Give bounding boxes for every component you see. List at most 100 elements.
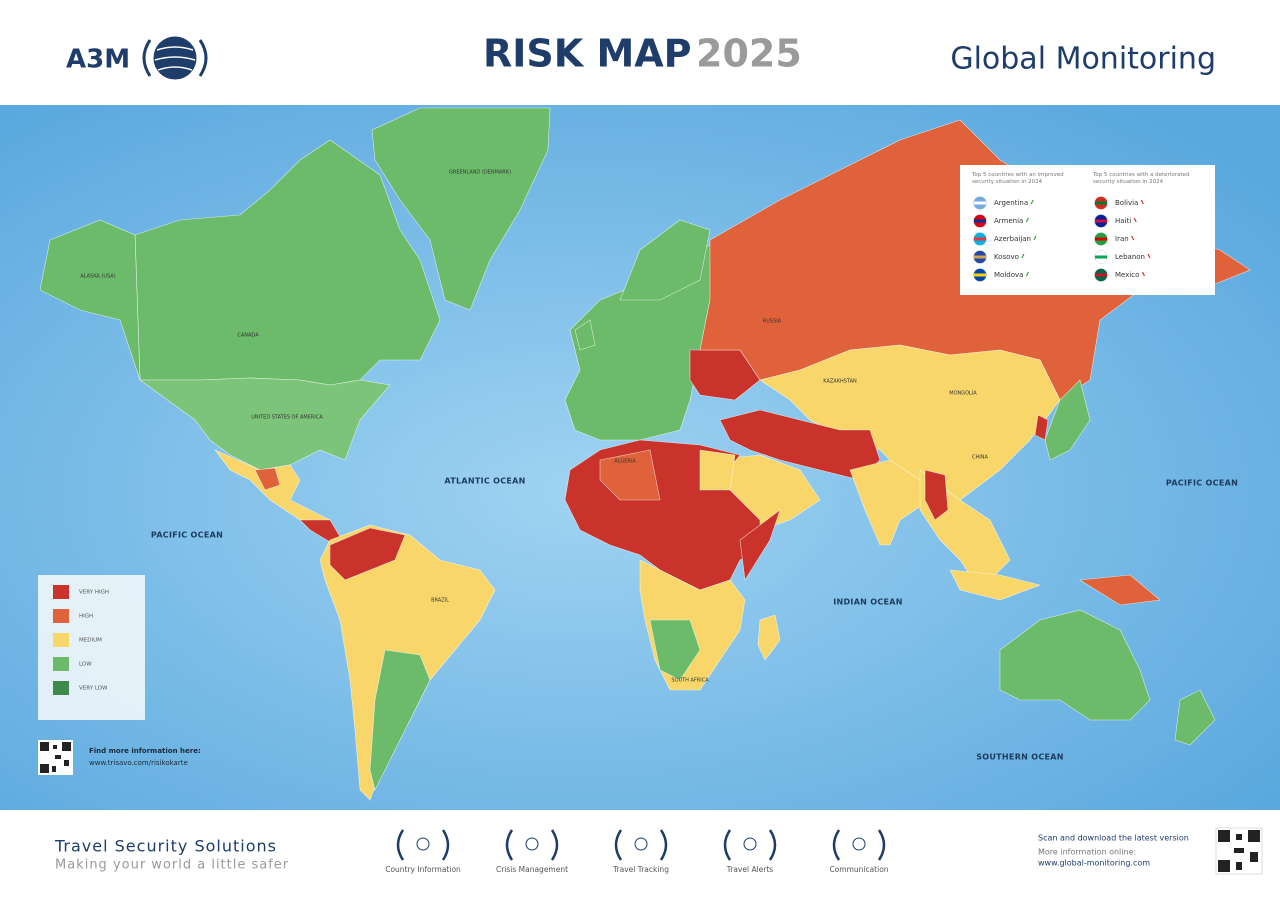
more-info-url: www.trisavo.com/risikokarte (89, 759, 188, 767)
service-bracket (396, 829, 450, 861)
service-bracket (614, 829, 668, 861)
trend-arrow (1025, 217, 1029, 223)
country-name: Lebanon (1115, 253, 1145, 261)
flag-stripe (974, 255, 986, 259)
australia (999, 609, 1151, 721)
ocean-label: ATLANTIC OCEAN (444, 477, 525, 486)
deteriorated-title: Top 5 countries with a deteriorated secu… (1093, 172, 1190, 185)
country-name: Iran (1115, 235, 1129, 243)
country-label: SOUTH AFRICA (671, 678, 709, 684)
legend-label: LOW (79, 662, 92, 668)
country-label: CHINA (972, 455, 988, 461)
india (849, 459, 931, 546)
more-info-label: Find more information here: (89, 747, 201, 755)
service-bracket (832, 829, 886, 861)
service-label: Crisis Management (496, 865, 568, 874)
legend-swatch (53, 585, 69, 599)
service-icon (525, 837, 539, 851)
service-label: Communication (829, 865, 888, 874)
info-box-bg (960, 165, 1215, 295)
egypt (699, 449, 736, 491)
legend-swatch (53, 681, 69, 695)
country-name: Azerbaijan (994, 235, 1031, 243)
service-icon (634, 837, 648, 851)
subline: Making your world a little safer (55, 858, 289, 873)
trend-arrow (1140, 199, 1144, 205)
trend-arrow (1133, 217, 1137, 223)
trend-arrow (1131, 235, 1135, 241)
header: A3M RISK MAP 2025 Global Monitoring (66, 32, 1216, 80)
improved-title: Top 5 countries with an improved securit… (972, 172, 1064, 185)
trend-arrow (1021, 253, 1025, 259)
new-zealand (1174, 689, 1216, 746)
country-label: ALGERIA (614, 459, 636, 465)
brand: A3M (66, 45, 130, 75)
legend-swatch (53, 609, 69, 623)
legend-label: VERY HIGH (79, 590, 109, 596)
scandinavia (619, 219, 711, 301)
legend-label: VERY LOW (79, 686, 108, 692)
scan-label: Scan and download the latest version (1038, 834, 1189, 843)
usa (139, 377, 391, 471)
country-name: Argentina (994, 199, 1028, 207)
country-label: MONGOLIA (949, 391, 977, 397)
more-info: Find more information here: www.trisavo.… (38, 740, 201, 775)
info-heading-wrap: Top 5 countries with a deteriorated secu… (1093, 172, 1190, 185)
trend-arrow (1147, 253, 1151, 259)
uk (574, 319, 596, 351)
myanmar (924, 469, 949, 521)
argentina (369, 649, 431, 791)
country-name: Kosovo (994, 253, 1019, 261)
trend-arrow (1033, 235, 1037, 241)
country-label: RUSSIA (763, 319, 782, 325)
legend: VERY HIGH HIGH MEDIUM LOW VERY LOW (38, 575, 145, 720)
algeria (599, 449, 661, 501)
info-heading-wrap: Top 5 countries with an improved securit… (972, 172, 1064, 185)
service-icon (852, 837, 866, 851)
flag-stripe (1095, 273, 1107, 277)
brand-globe (142, 36, 208, 80)
southern-africa-low (649, 619, 701, 681)
service-bracket (505, 829, 559, 861)
mexico-red (254, 467, 281, 491)
qr-code (38, 740, 73, 775)
country-name: Armenia (994, 217, 1023, 225)
legend-label: HIGH (79, 614, 93, 620)
country-name: Bolivia (1115, 199, 1138, 207)
indonesia (949, 569, 1042, 601)
country-label: GREENLAND (DENMARK) (449, 170, 511, 176)
country-label: UNITED STATES OF AMERICA (251, 415, 323, 421)
flag-stripe (1095, 255, 1107, 259)
footer: Travel Security Solutions Making your wo… (54, 827, 1263, 875)
countries (39, 107, 1251, 801)
ocean-label: PACIFIC OCEAN (1166, 479, 1238, 488)
flag-stripe (974, 237, 986, 241)
legend-swatch (53, 657, 69, 671)
service-label: Travel Alerts (726, 865, 774, 874)
subtitle: Global Monitoring (950, 42, 1216, 77)
ocean-label: INDIAN OCEAN (833, 598, 903, 607)
ocean-label: SOUTHERN OCEAN (976, 753, 1064, 762)
country-name: Mexico (1115, 271, 1139, 279)
legend-label: MEDIUM (79, 638, 102, 644)
service-label: Travel Tracking (612, 865, 669, 874)
flag-stripe (974, 219, 986, 223)
service-bracket (723, 829, 777, 861)
country-name: Haiti (1115, 217, 1131, 225)
alaska (39, 219, 141, 381)
colombia-venezuela (329, 527, 406, 581)
flag-stripe (974, 201, 986, 205)
country-label: KAZAKHSTAN (823, 379, 857, 385)
title: RISK MAP (483, 32, 692, 76)
footer-url: www.global-monitoring.com (1038, 859, 1150, 868)
greenland (371, 107, 551, 311)
service-label: Country Information (385, 865, 461, 874)
trend-arrow (1141, 271, 1145, 277)
somalia (739, 509, 781, 581)
country-label: CANADA (237, 333, 259, 339)
country-label: BRAZIL (431, 598, 449, 604)
legend-bg (38, 575, 145, 720)
flag-stripe (1095, 219, 1107, 223)
